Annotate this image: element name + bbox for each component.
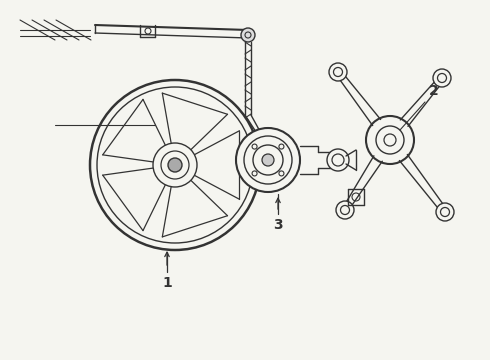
Circle shape (90, 80, 260, 250)
Text: 3: 3 (273, 218, 283, 232)
Text: 1: 1 (162, 276, 172, 290)
Circle shape (161, 151, 189, 179)
Circle shape (168, 158, 182, 172)
Circle shape (433, 69, 451, 87)
Circle shape (153, 143, 197, 187)
Circle shape (327, 149, 349, 171)
Circle shape (241, 28, 255, 42)
Circle shape (329, 63, 347, 81)
Text: 2: 2 (429, 84, 439, 98)
Circle shape (262, 154, 274, 166)
Circle shape (336, 201, 354, 219)
Circle shape (436, 203, 454, 221)
Circle shape (366, 116, 414, 164)
Circle shape (236, 128, 300, 192)
